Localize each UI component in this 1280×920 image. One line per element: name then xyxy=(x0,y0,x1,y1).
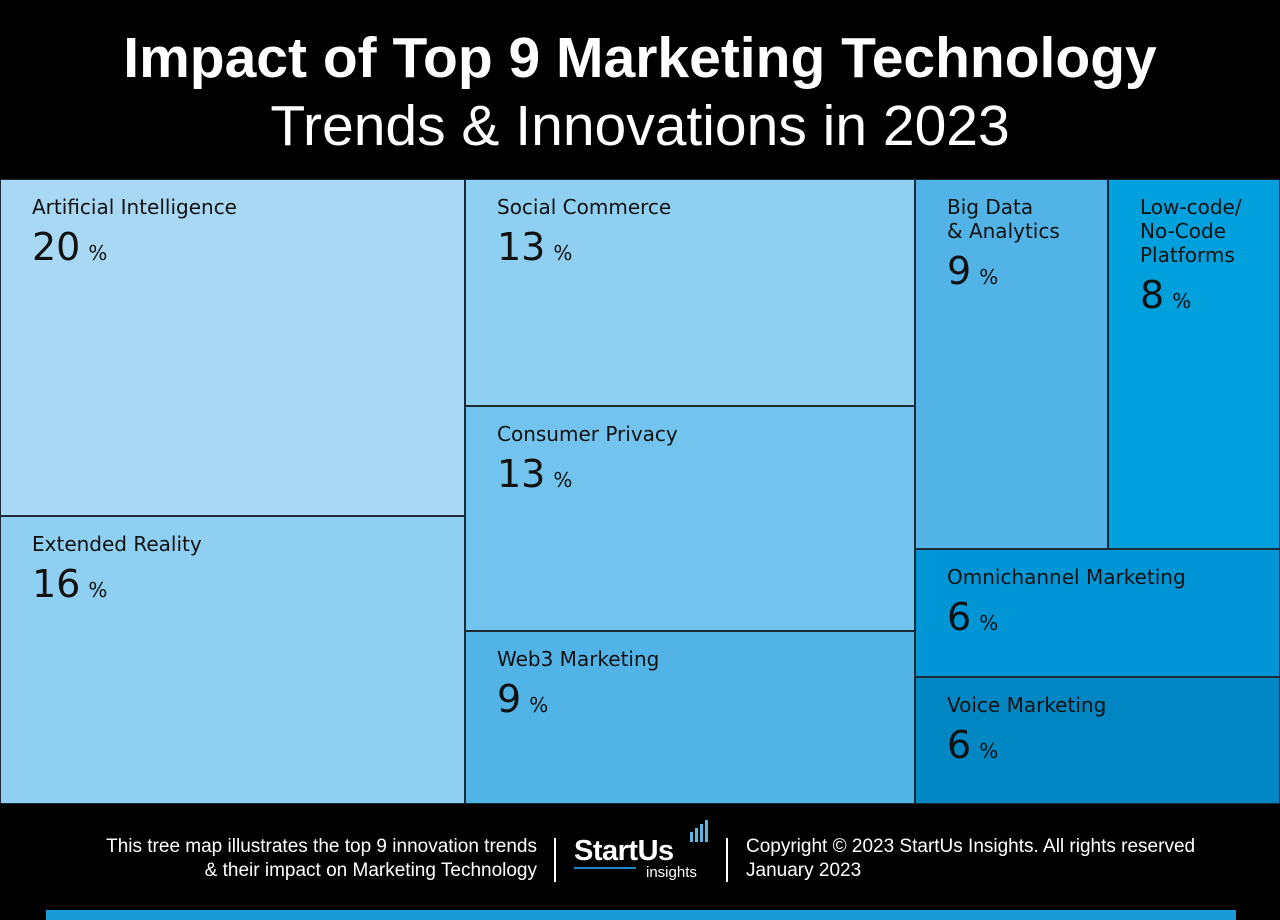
footer-copyright: Copyright © 2023 StartUs Insights. All r… xyxy=(746,835,1195,883)
footer-date: January 2023 xyxy=(746,860,862,881)
tile-value: 20% xyxy=(32,225,107,275)
tile-value-unit: % xyxy=(88,241,108,265)
treemap-tile-social-commerce: Social Commerce 13% xyxy=(465,179,915,406)
tile-value: 16% xyxy=(32,562,107,612)
tile-value: 9% xyxy=(497,677,548,727)
chart-title-line1: Impact of Top 9 Marketing Technology xyxy=(123,26,1157,90)
treemap-tile-extended-reality: Extended Reality 16% xyxy=(0,516,465,804)
startus-insights-logo: StartUs insights xyxy=(574,820,708,881)
tile-value: 6% xyxy=(947,723,998,773)
tile-value-unit: % xyxy=(529,693,549,717)
tile-value-number: 6 xyxy=(947,595,972,639)
tile-value-number: 16 xyxy=(32,562,81,606)
tile-value-unit: % xyxy=(979,611,999,635)
tile-label: Voice Marketing xyxy=(947,693,1107,717)
tile-value-number: 9 xyxy=(947,249,972,293)
tile-value-unit: % xyxy=(1172,289,1192,313)
tile-value-number: 13 xyxy=(497,225,546,269)
footer-copyright-line1: Copyright © 2023 StartUs Insights. All r… xyxy=(746,836,1196,857)
tile-value: 6% xyxy=(947,595,998,645)
tile-label: Big Data & Analytics xyxy=(947,195,1060,243)
tile-value-unit: % xyxy=(979,739,999,763)
footer-divider-right xyxy=(726,838,728,882)
treemap-tile-omnichannel-marketing: Omnichannel Marketing 6% xyxy=(915,549,1280,677)
footer-divider-left xyxy=(554,838,556,882)
treemap-tile-artificial-intelligence: Artificial Intelligence 20% xyxy=(0,179,465,516)
tile-label: Consumer Privacy xyxy=(497,422,678,446)
treemap: Artificial Intelligence 20% Extended Reali… xyxy=(0,179,1280,804)
footer-description-line2: & their impact on Marketing Technology xyxy=(204,860,537,881)
treemap-tile-web3-marketing: Web3 Marketing 9% xyxy=(465,631,915,804)
tile-value-number: 20 xyxy=(32,225,81,269)
tile-value-unit: % xyxy=(979,265,999,289)
chart-title-line2: Trends & Innovations in 2023 xyxy=(270,94,1010,158)
treemap-tile-consumer-privacy: Consumer Privacy 13% xyxy=(465,406,915,631)
tile-value-number: 6 xyxy=(947,723,972,767)
bottom-accent-bar xyxy=(46,910,1236,920)
tile-label: Omnichannel Marketing xyxy=(947,565,1186,589)
logo-underline xyxy=(574,867,636,869)
tile-value-unit: % xyxy=(88,578,108,602)
treemap-tile-voice-marketing: Voice Marketing 6% xyxy=(915,677,1280,804)
tile-label: Artificial Intelligence xyxy=(32,195,237,219)
footer-description: This tree map illustrates the top 9 inno… xyxy=(106,835,537,883)
tile-label: Web3 Marketing xyxy=(497,647,660,671)
footer-description-line1: This tree map illustrates the top 9 inno… xyxy=(106,836,537,857)
tile-value: 13% xyxy=(497,452,572,502)
tile-label: Social Commerce xyxy=(497,195,672,219)
tile-value-unit: % xyxy=(553,241,573,265)
tile-label: Low-code/ No-Code Platforms xyxy=(1140,195,1242,267)
treemap-tile-big-data-analytics: Big Data & Analytics 9% xyxy=(915,179,1108,549)
tile-value-number: 9 xyxy=(497,677,522,721)
tile-value: 13% xyxy=(497,225,572,275)
logo-subtitle: insights xyxy=(646,864,697,881)
logo-wordmark: StartUs xyxy=(574,835,674,867)
tile-value-number: 8 xyxy=(1140,273,1165,317)
tile-value-number: 13 xyxy=(497,452,546,496)
treemap-tile-low-code-no-code-platforms: Low-code/ No-Code Platforms 8% xyxy=(1108,179,1280,549)
tile-value: 8% xyxy=(1140,273,1191,323)
tile-value: 9% xyxy=(947,249,998,299)
tile-value-unit: % xyxy=(553,468,573,492)
tile-label: Extended Reality xyxy=(32,532,202,556)
